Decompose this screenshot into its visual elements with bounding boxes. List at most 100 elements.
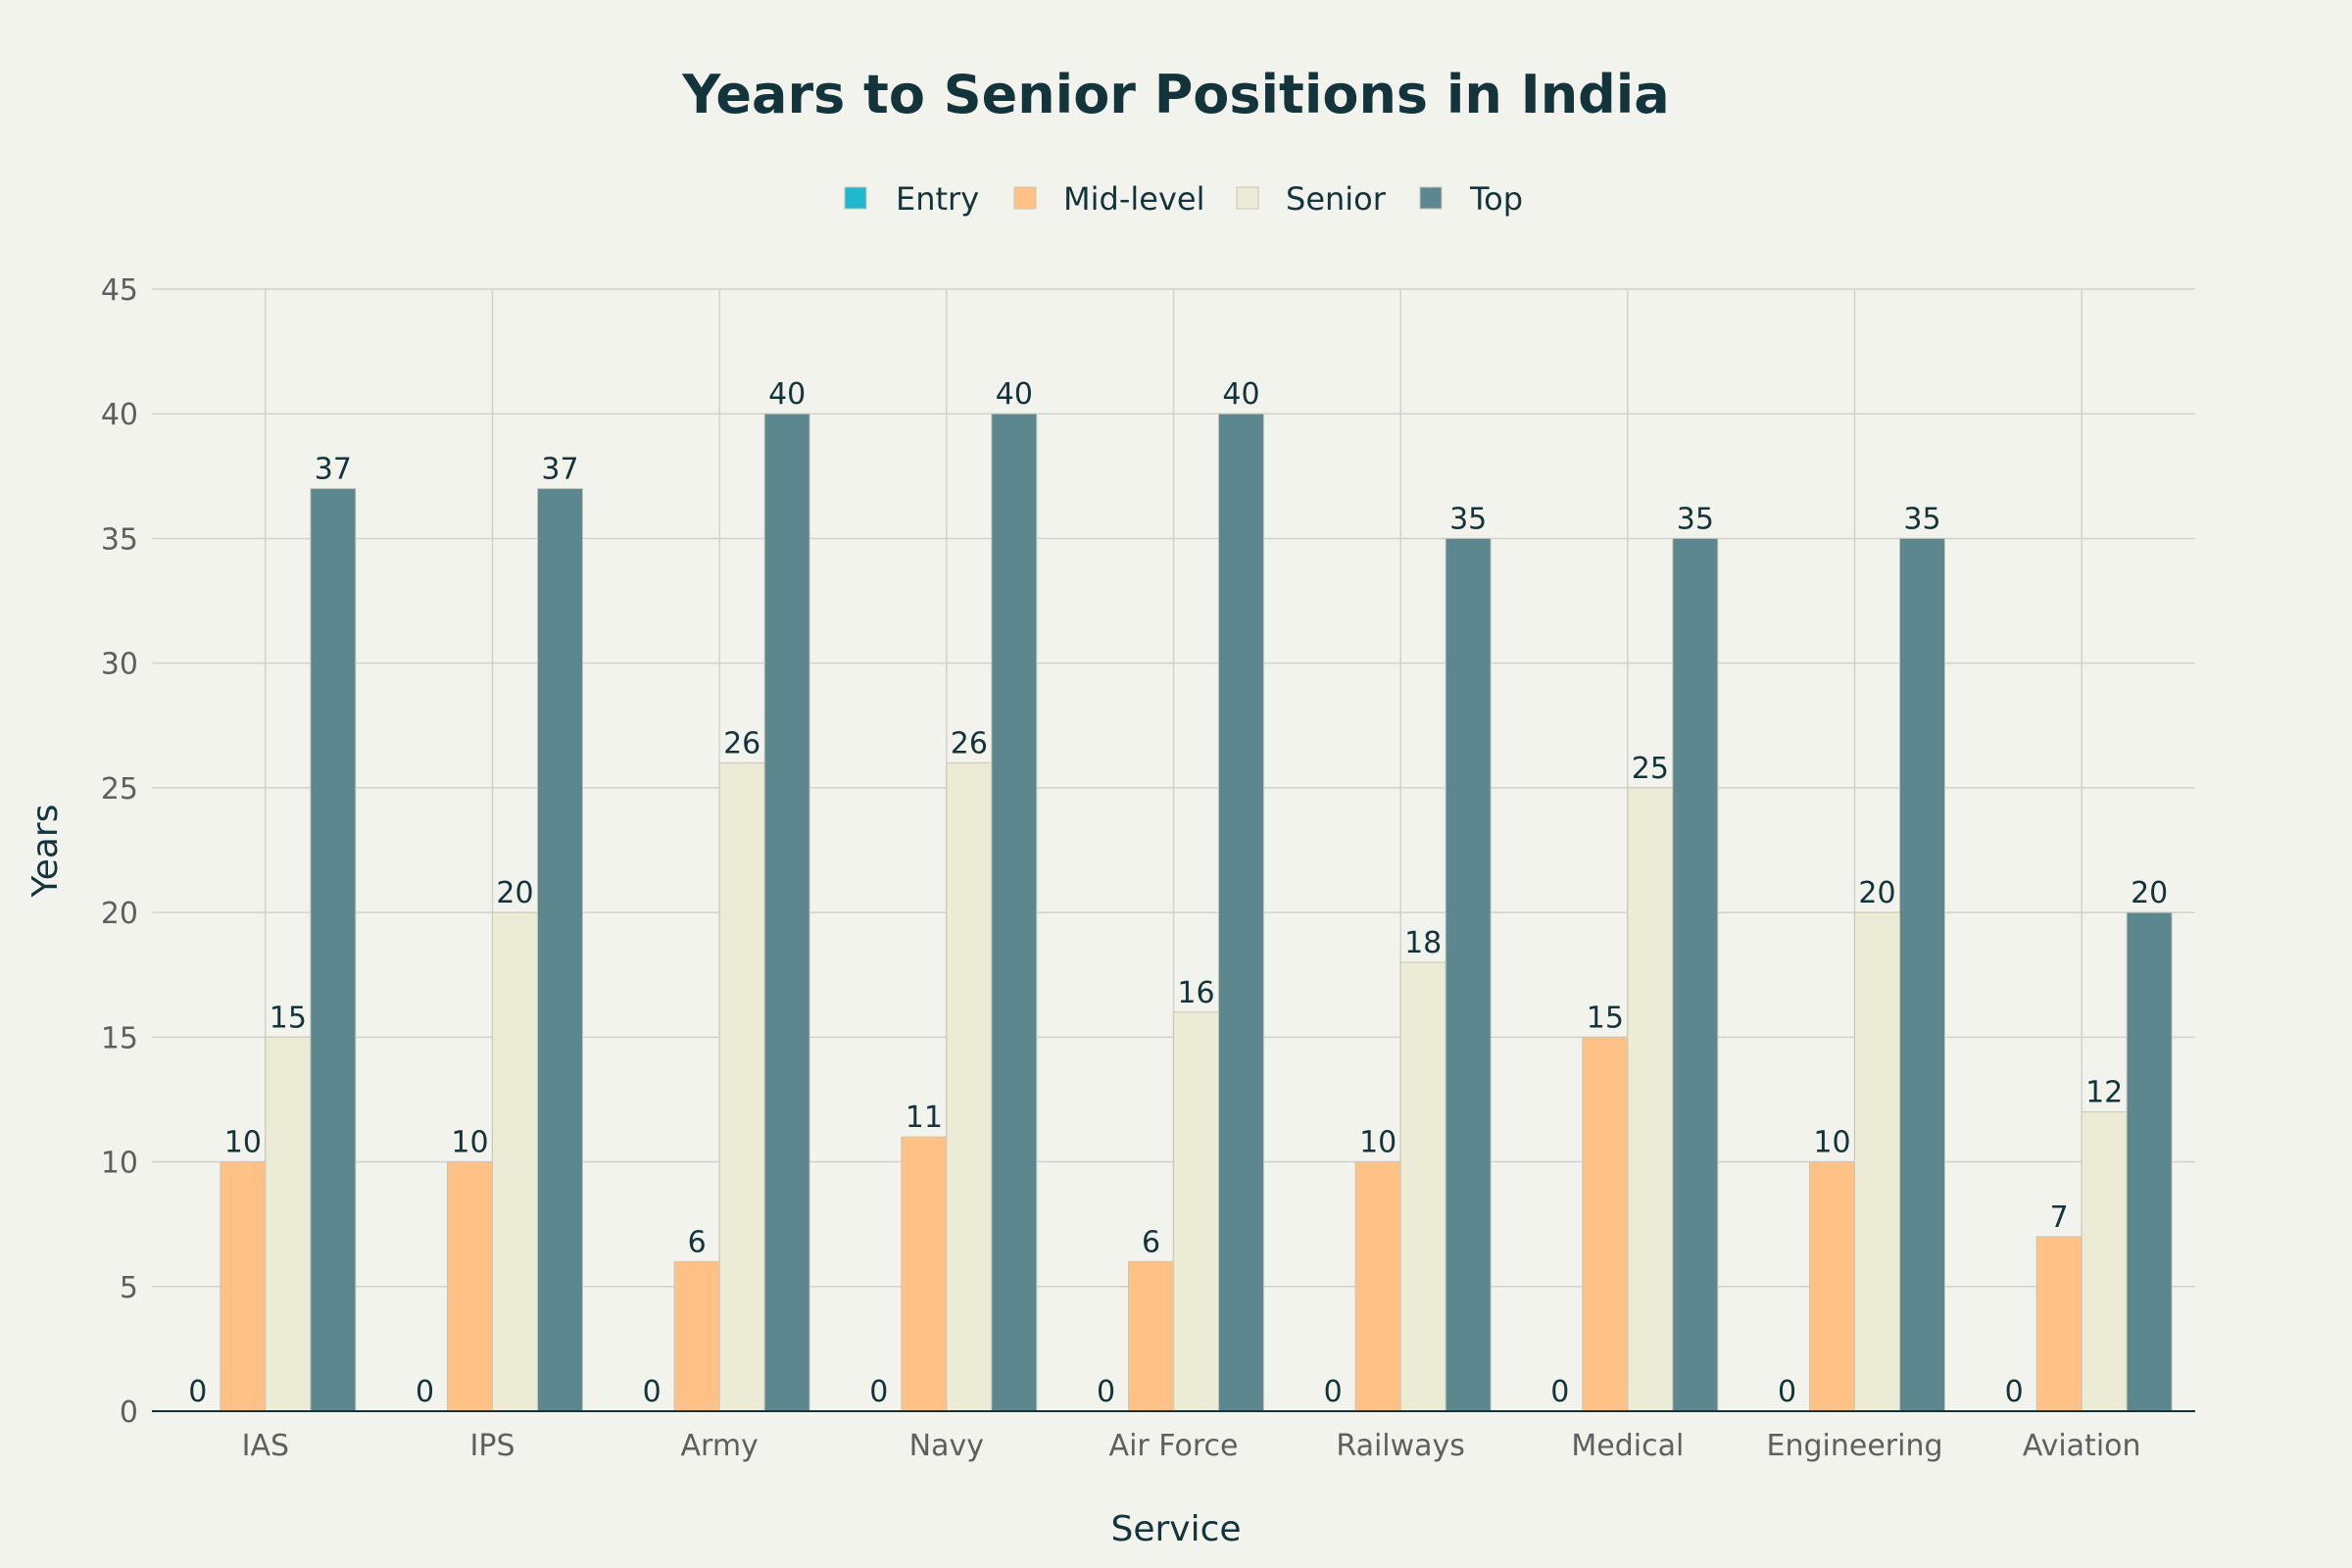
legend-label: Mid-level <box>1063 180 1204 218</box>
bar-mid-level <box>901 1136 948 1412</box>
chart-title: Years to Senior Positions in India <box>681 64 1670 125</box>
y-tick-label: 0 <box>120 1396 138 1430</box>
x-tick-label: Railways <box>1336 1429 1465 1463</box>
x-tick-label: Army <box>681 1429 759 1463</box>
data-label: 15 <box>270 1001 307 1035</box>
legend-swatch-mid-level <box>1013 186 1037 210</box>
data-label: 0 <box>1778 1375 1796 1409</box>
data-label: 12 <box>2085 1076 2123 1110</box>
bar-senior <box>1854 911 1900 1412</box>
bar-mid-level <box>673 1260 720 1412</box>
data-label: 0 <box>1550 1375 1569 1409</box>
data-labels: 0 10 15 37 0 10 20 37 0 6 26 40 0 11 26 40 0 6 16 40 0 10 18 35… <box>188 377 2168 1409</box>
data-label: 10 <box>1813 1126 1850 1160</box>
bar-senior <box>2081 1111 2128 1412</box>
bar-top <box>2126 911 2173 1412</box>
bar-senior <box>492 911 538 1412</box>
bar-top <box>310 488 357 1412</box>
bar-mid-level <box>447 1161 493 1412</box>
y-tick-label: 40 <box>101 398 138 432</box>
data-label: 40 <box>1222 377 1259 412</box>
bar-mid-level <box>1582 1036 1629 1412</box>
y-tick-label: 35 <box>101 522 138 557</box>
data-label: 0 <box>869 1375 888 1409</box>
y-tick-label: 45 <box>101 273 138 308</box>
legend-label: Senior <box>1286 180 1387 218</box>
data-label: 37 <box>541 453 578 487</box>
data-label: 16 <box>1177 976 1214 1010</box>
y-tick-label: 20 <box>101 897 138 931</box>
data-label: 0 <box>416 1375 434 1409</box>
data-label: 20 <box>496 876 533 910</box>
data-label: 35 <box>1449 502 1487 536</box>
x-tick-label: IAS <box>242 1429 289 1463</box>
data-label: 0 <box>1324 1375 1343 1409</box>
bar-top <box>1445 537 1492 1412</box>
bar-mid-level <box>1809 1161 1855 1412</box>
bar-mid-level <box>220 1161 267 1412</box>
data-label: 15 <box>1587 1001 1624 1035</box>
data-label: 7 <box>2050 1200 2069 1235</box>
bar-senior <box>265 1036 312 1412</box>
data-label: 0 <box>2005 1375 2024 1409</box>
data-label: 10 <box>1359 1126 1396 1160</box>
bar-mid-level <box>2035 1236 2082 1412</box>
bar-top <box>991 413 1038 1412</box>
bar-top <box>1672 537 1719 1412</box>
data-label: 18 <box>1404 926 1442 960</box>
bar-mid-level <box>1128 1260 1174 1412</box>
bar-senior <box>946 761 993 1412</box>
legend-swatch-senior <box>1236 186 1259 210</box>
y-axis: 0 5 10 15 20 25 30 35 40 45 <box>101 273 138 1430</box>
y-tick-label: 25 <box>101 772 138 807</box>
data-label: 35 <box>1677 502 1714 536</box>
data-label: 11 <box>906 1101 943 1135</box>
y-tick-label: 5 <box>120 1271 138 1305</box>
data-label: 37 <box>315 453 352 487</box>
y-tick-label: 15 <box>101 1021 138 1055</box>
data-label: 26 <box>723 726 760 760</box>
data-label: 6 <box>688 1225 707 1259</box>
data-label: 20 <box>1858 876 1895 910</box>
bar-senior <box>1173 1011 1219 1412</box>
data-label: 0 <box>188 1375 207 1409</box>
legend-swatch-entry <box>844 186 867 210</box>
x-axis: IAS IPS Army Navy Air Force Railways Medical En… <box>152 1410 2195 1463</box>
legend: Entry Mid-level Senior Top <box>844 180 1523 218</box>
data-label: 10 <box>451 1126 488 1160</box>
bar-senior <box>718 761 765 1412</box>
bar-senior <box>1399 961 1446 1412</box>
data-label: 20 <box>2131 876 2168 910</box>
data-label: 40 <box>996 377 1033 412</box>
bar-mid-level <box>1354 1161 1401 1412</box>
bars <box>220 413 2173 1412</box>
data-label: 10 <box>224 1126 262 1160</box>
x-axis-title: Service <box>1110 1509 1241 1549</box>
bar-senior <box>1627 787 1674 1412</box>
x-tick-label: Medical <box>1571 1429 1684 1463</box>
bar-top <box>1218 413 1264 1412</box>
data-label: 0 <box>643 1375 662 1409</box>
bar-top <box>763 413 810 1412</box>
data-label: 25 <box>1632 752 1669 786</box>
data-label: 26 <box>951 726 988 760</box>
bar-top <box>537 488 583 1412</box>
y-tick-label: 10 <box>101 1147 138 1181</box>
bar-top <box>1899 537 1945 1412</box>
data-label: 6 <box>1142 1225 1160 1259</box>
x-tick-label: Engineering <box>1767 1429 1943 1463</box>
x-tick-label: Navy <box>909 1429 984 1463</box>
y-axis-title: Years <box>25 805 66 899</box>
legend-label: Entry <box>896 180 979 218</box>
y-tick-label: 30 <box>101 648 138 682</box>
legend-swatch-top <box>1419 186 1443 210</box>
x-tick-label: Air Force <box>1109 1429 1239 1463</box>
data-label: 0 <box>1097 1375 1115 1409</box>
x-tick-label: Aviation <box>2023 1429 2141 1463</box>
x-tick-label: IPS <box>470 1429 515 1463</box>
data-label: 40 <box>768 377 806 412</box>
data-label: 35 <box>1903 502 1940 536</box>
legend-label: Top <box>1469 180 1523 218</box>
